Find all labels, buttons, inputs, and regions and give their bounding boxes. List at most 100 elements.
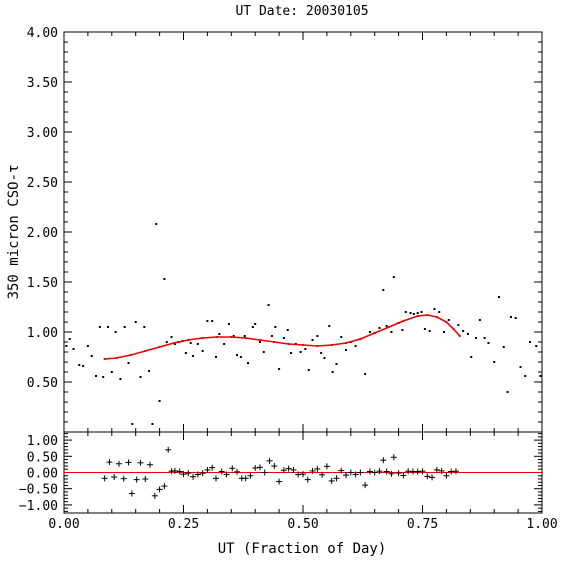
residual-point — [343, 472, 350, 479]
fit-point — [115, 356, 118, 360]
data-point — [316, 335, 319, 337]
residual-point — [357, 469, 364, 476]
data-point — [404, 311, 407, 313]
data-point — [443, 331, 446, 333]
data-point — [340, 336, 343, 338]
data-point — [514, 317, 517, 319]
y-tick-label: 4.00 — [27, 26, 58, 41]
data-point — [368, 331, 371, 333]
residual-point — [438, 467, 445, 474]
y-tick-label: −0.50 — [19, 483, 58, 498]
data-point — [155, 223, 158, 225]
residual-point — [101, 475, 108, 482]
data-point — [127, 362, 130, 364]
data-point — [201, 350, 204, 352]
data-point — [148, 370, 151, 372]
residual-point — [443, 472, 450, 479]
data-point — [378, 327, 381, 329]
data-point — [423, 328, 426, 330]
residual-point — [137, 459, 144, 466]
data-point — [236, 354, 239, 356]
data-point — [509, 316, 512, 318]
data-point — [243, 335, 246, 337]
fit-point — [373, 331, 376, 335]
data-point — [262, 351, 265, 353]
data-point — [282, 337, 285, 339]
data-point — [409, 312, 412, 314]
residual-point — [290, 466, 297, 473]
residual-point — [433, 466, 440, 473]
data-point — [134, 321, 137, 323]
fit-point — [158, 345, 161, 349]
data-point — [382, 289, 385, 291]
x-tick-label: 1.00 — [526, 517, 557, 532]
residual-point — [419, 468, 426, 475]
data-point — [535, 345, 538, 347]
data-point — [68, 338, 71, 340]
residual-point — [194, 471, 201, 478]
fit-point — [201, 336, 204, 340]
data-point — [98, 326, 101, 328]
y-tick-label: 1.00 — [27, 326, 58, 341]
fit-point — [344, 341, 348, 345]
x-tick-label: 0.00 — [48, 517, 79, 532]
data-point — [258, 341, 261, 343]
fit-point — [416, 314, 419, 318]
data-point — [320, 352, 323, 354]
residual-point — [111, 474, 118, 481]
residual-point — [424, 473, 431, 480]
data-point — [192, 355, 195, 357]
y-tick-label: 2.50 — [27, 176, 58, 191]
data-point — [95, 375, 98, 377]
residual-point — [323, 463, 330, 470]
plot-area — [64, 446, 542, 499]
data-point — [65, 345, 68, 347]
fit-point — [258, 338, 262, 342]
data-point — [78, 364, 81, 366]
residual-point — [261, 469, 268, 476]
residual-point — [328, 477, 335, 484]
residual-point — [156, 486, 163, 493]
data-point — [184, 352, 187, 354]
data-point — [524, 375, 527, 377]
y-tick-label: 0.00 — [27, 467, 58, 482]
y-tick-label: 3.00 — [27, 126, 58, 141]
residual-point — [176, 468, 183, 475]
data-point — [90, 355, 93, 357]
fit-point — [458, 334, 461, 338]
residual-point — [120, 475, 127, 482]
data-point — [278, 368, 281, 370]
fit-point — [435, 315, 438, 319]
fit-point — [103, 357, 106, 361]
data-point — [412, 313, 415, 315]
residual-point — [242, 475, 249, 482]
y-tick-label: 3.50 — [27, 76, 58, 91]
residual-point — [223, 471, 230, 478]
data-point — [390, 331, 393, 333]
data-point — [457, 324, 460, 326]
fit-point — [402, 319, 405, 323]
residual-point — [380, 457, 387, 464]
fit-point — [215, 335, 219, 339]
chart-title: UT Date: 20030105 — [235, 4, 368, 19]
data-point — [247, 362, 250, 364]
residual-point — [115, 460, 122, 467]
data-point — [323, 357, 326, 359]
data-point — [470, 356, 473, 358]
data-point — [328, 325, 331, 327]
data-point — [165, 341, 168, 343]
residual-point — [133, 476, 140, 483]
data-point — [519, 366, 522, 368]
data-point — [189, 342, 192, 344]
data-point — [307, 369, 310, 371]
residual-point — [276, 478, 283, 485]
data-point — [433, 308, 436, 310]
x-axis-label: UT (Fraction of Day) — [218, 541, 387, 557]
data-point — [102, 376, 105, 378]
residual-point — [151, 492, 158, 499]
x-tick-label: 0.50 — [287, 517, 318, 532]
residual-point — [347, 469, 354, 476]
residual-point — [256, 464, 263, 471]
data-point — [131, 423, 134, 425]
